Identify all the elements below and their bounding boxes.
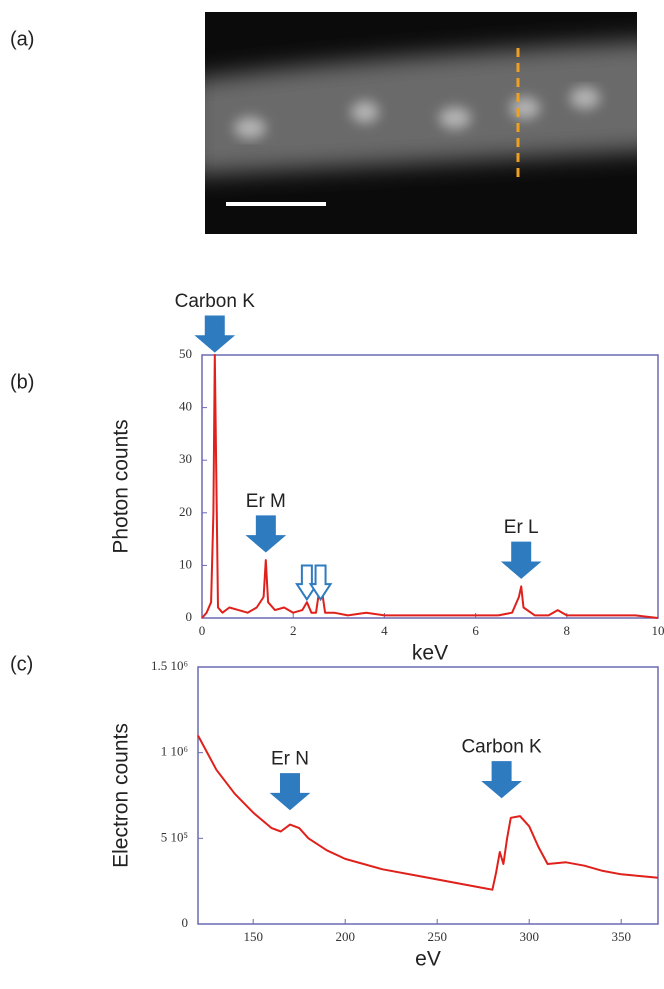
panel-label: (a)	[10, 28, 34, 50]
x-tick-label: 150	[243, 929, 263, 944]
y-tick-label: 0	[182, 915, 189, 930]
x-tick-label: 2	[290, 623, 297, 638]
x-tick-label: 8	[564, 623, 571, 638]
annotation: Carbon K	[461, 737, 542, 758]
y-tick-label: 5 10⁵	[161, 829, 188, 844]
annotation: Er M	[246, 491, 286, 512]
x-tick-label: 300	[519, 929, 539, 944]
panel-label: (c)	[10, 653, 33, 675]
plot-frame	[198, 667, 658, 924]
x-tick-label: 6	[472, 623, 479, 638]
x-tick-label: 4	[381, 623, 388, 638]
y-tick-label: 20	[179, 504, 192, 519]
spectrum-line	[198, 736, 658, 890]
figure: (a) (b) 0 2 4 6 8 10 0 10 20 30 40 50 keV Photon count…	[0, 0, 664, 989]
y-tick-label: 1 10⁶	[161, 744, 188, 759]
arrow	[271, 774, 309, 810]
y-tick-label: 10	[179, 556, 192, 571]
annotation: Er N	[271, 749, 309, 770]
annotation: Carbon K	[175, 291, 256, 312]
x-tick-label: 250	[427, 929, 447, 944]
x-tick-label: 350	[611, 929, 631, 944]
y-axis-title: Electron counts	[110, 723, 133, 868]
y-tick-label: 50	[179, 346, 192, 361]
y-tick-label: 0	[186, 609, 193, 624]
y-tick-label: 30	[179, 451, 192, 466]
x-tick-label: 200	[335, 929, 355, 944]
y-axis-title: Photon counts	[110, 419, 133, 553]
hollow-arrow	[297, 565, 317, 599]
y-tick-label: 40	[179, 399, 192, 414]
arrow	[247, 516, 285, 552]
x-axis-title: keV	[412, 642, 448, 665]
page: (a) (b) 0 2 4 6 8 10 0 10 20 30 40 50 keV Photon count…	[0, 0, 664, 989]
panel-label: (b)	[10, 371, 34, 393]
plot-frame	[202, 355, 658, 618]
arrow	[196, 316, 234, 352]
hollow-arrow	[311, 565, 331, 599]
arrow	[502, 542, 540, 578]
arrow	[483, 762, 521, 798]
x-tick-label: 0	[199, 623, 206, 638]
x-axis-title: eV	[415, 948, 441, 971]
y-tick-label: 1.5 10⁶	[151, 658, 188, 673]
micrograph	[190, 12, 660, 234]
annotation: Er L	[504, 517, 539, 538]
spectrum-line	[202, 355, 658, 618]
x-tick-label: 10	[652, 623, 664, 638]
